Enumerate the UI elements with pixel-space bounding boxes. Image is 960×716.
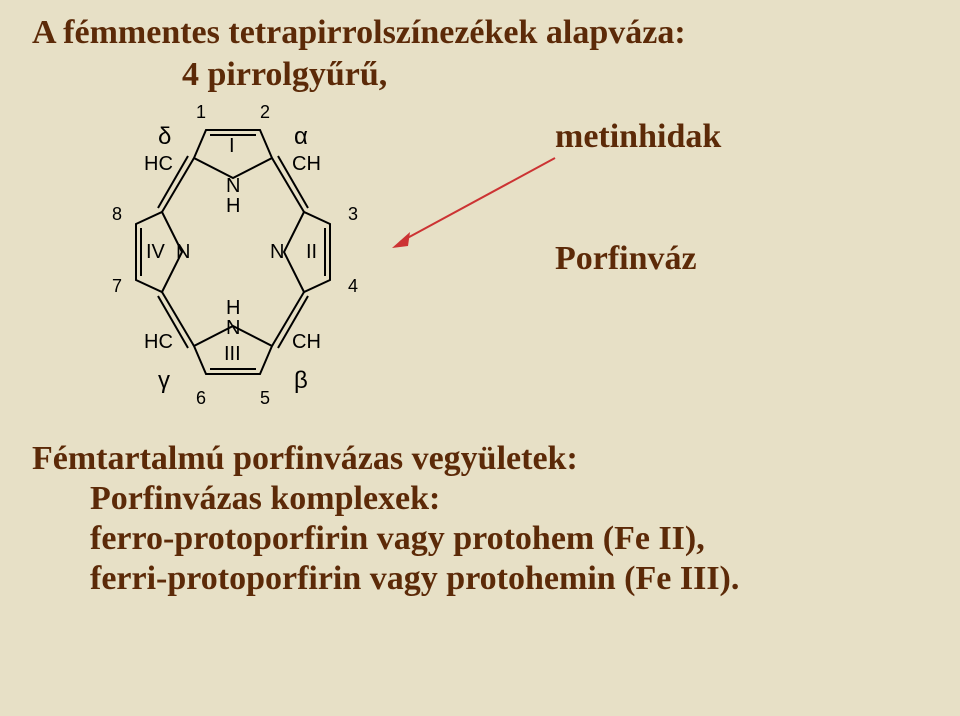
body-line-2: Porfinvázas komplexek: <box>90 480 440 518</box>
label-porphin: Porfinváz <box>555 240 697 278</box>
svg-text:IV: IV <box>146 241 166 263</box>
svg-text:β: β <box>294 367 308 394</box>
svg-text:H: H <box>226 297 240 319</box>
svg-text:III: III <box>224 343 241 365</box>
svg-text:3: 3 <box>348 204 358 224</box>
svg-text:α: α <box>294 123 308 150</box>
svg-text:1: 1 <box>196 102 206 122</box>
page-subtitle: 4 pirrolgyűrű, <box>182 56 387 94</box>
svg-text:2: 2 <box>260 102 270 122</box>
pointer-arrow <box>380 140 570 270</box>
svg-text:CH: CH <box>292 153 321 175</box>
svg-text:N: N <box>176 241 190 263</box>
svg-text:II: II <box>306 241 317 263</box>
svg-text:6: 6 <box>196 388 206 408</box>
svg-text:δ: δ <box>158 123 171 150</box>
svg-text:I: I <box>229 135 235 157</box>
page-title: A fémmentes tetrapirrolszínezékek alapvá… <box>32 14 686 52</box>
body-line-4: ferri-protoporfirin vagy protohemin (Fe … <box>90 560 739 598</box>
label-methine: metinhidak <box>555 118 721 156</box>
svg-text:7: 7 <box>112 276 122 296</box>
svg-text:HC: HC <box>144 331 173 353</box>
svg-text:8: 8 <box>112 204 122 224</box>
porphyrin-diagram: I II III IV N H N H N N HC CH CH HC δ α … <box>68 92 398 422</box>
svg-text:5: 5 <box>260 388 270 408</box>
body-line-1: Fémtartalmú porfinvázas vegyületek: <box>32 440 578 478</box>
svg-text:γ: γ <box>158 367 170 394</box>
body-line-3: ferro-protoporfirin vagy protohem (Fe II… <box>90 520 705 558</box>
svg-text:N: N <box>270 241 284 263</box>
svg-text:CH: CH <box>292 331 321 353</box>
svg-text:N: N <box>226 175 240 197</box>
svg-text:HC: HC <box>144 153 173 175</box>
svg-text:N: N <box>226 317 240 339</box>
svg-text:4: 4 <box>348 276 358 296</box>
svg-text:H: H <box>226 195 240 217</box>
